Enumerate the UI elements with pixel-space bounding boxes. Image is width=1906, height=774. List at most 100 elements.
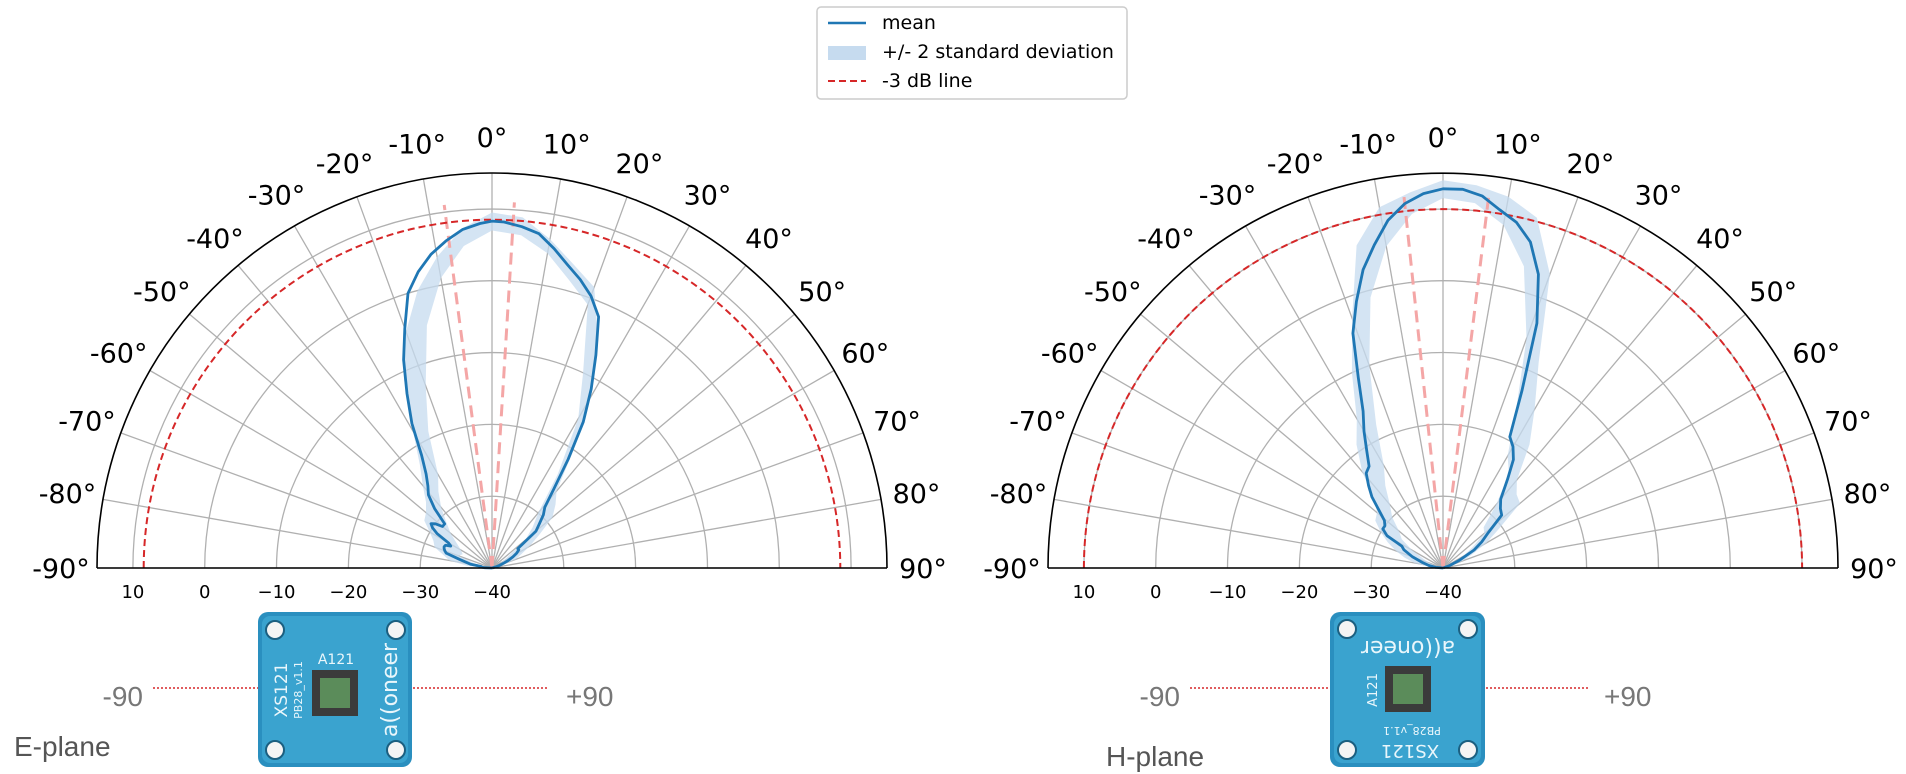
angle-tick-label: 40°	[745, 224, 793, 255]
e-plane-label: E-plane	[14, 731, 111, 762]
angle-tick-label: -90°	[983, 554, 1041, 585]
angle-tick-label: -90°	[32, 554, 90, 585]
board-brand-logo: a((oneer	[378, 642, 403, 737]
xs121-board-vertical: A121 XS121 PB28_v1.1 a((oneer	[258, 612, 412, 767]
polar-grid-spoke	[1053, 498, 1444, 569]
angle-tick-label: 70°	[1824, 407, 1872, 438]
beamwidth-line	[442, 204, 494, 569]
angle-tick-label: 40°	[1696, 224, 1744, 255]
board-mount-hole	[1337, 740, 1357, 760]
board-mount-hole	[386, 620, 406, 640]
beamwidth-line	[1441, 193, 1491, 569]
polar-grid-spoke	[422, 178, 493, 569]
angle-tick-label: 30°	[684, 181, 732, 212]
angle-tick-label: 30°	[1635, 181, 1683, 212]
polar-grid-spoke	[237, 264, 493, 569]
radar-chip-antenna	[320, 678, 350, 708]
board-name-label: XS121	[1381, 740, 1439, 761]
e-plane-left-angle-label: -90	[103, 681, 143, 712]
angle-tick-label: -50°	[133, 277, 191, 308]
legend: mean +/- 2 standard deviation -3 dB line	[816, 6, 1128, 100]
board-mount-hole	[1458, 740, 1478, 760]
angle-tick-label: 90°	[1850, 554, 1898, 585]
polar-grid-spoke	[1442, 178, 1513, 569]
board-mount-hole	[265, 620, 285, 640]
board-version-label: PB28_v1.1	[1383, 724, 1441, 737]
angle-tick-label: 20°	[1566, 149, 1614, 180]
angle-tick-label: -30°	[1199, 181, 1257, 212]
angle-tick-label: 80°	[1844, 479, 1892, 510]
polar-grid-spoke	[491, 196, 628, 569]
legend-band-swatch	[828, 46, 866, 60]
radial-tick-label: −40	[473, 582, 511, 603]
radar-chip-antenna	[1393, 674, 1423, 704]
angle-tick-label: 0°	[1428, 123, 1459, 154]
h-plane-left-angle-label: -90	[1140, 681, 1180, 712]
polar-grid-spoke	[102, 498, 493, 569]
angle-tick-label: -80°	[990, 479, 1048, 510]
angle-tick-label: -10°	[1339, 130, 1397, 161]
beamwidth-line	[490, 202, 516, 569]
angle-tick-label: 70°	[873, 407, 921, 438]
radial-tick-label: −20	[1280, 582, 1318, 603]
angle-tick-label: 80°	[893, 479, 941, 510]
legend-frame	[816, 6, 1128, 100]
polar-grid-spoke	[1442, 432, 1815, 569]
polar-grid-spoke	[1244, 225, 1444, 569]
polar-grid-spoke	[491, 498, 882, 569]
angle-tick-label: -40°	[186, 224, 244, 255]
radial-tick-label: −30	[1352, 582, 1390, 603]
angle-tick-label: 10°	[1494, 130, 1542, 161]
beamwidth-line	[1402, 192, 1445, 569]
polar-grid-spoke	[1442, 264, 1698, 569]
radial-tick-label: −20	[329, 582, 367, 603]
board-mount-hole	[1337, 619, 1357, 639]
board-chip-label: A121	[318, 652, 354, 668]
h-plane-label: H-plane	[1106, 741, 1204, 772]
xs121-board-horizontal: a((oneer XS121 PB28_v1.1 A121	[1330, 612, 1485, 767]
polar-grid-spoke	[1442, 196, 1579, 569]
angle-tick-label: 50°	[1749, 277, 1797, 308]
polar-grid-spoke	[491, 369, 835, 569]
angle-tick-label: -60°	[1041, 339, 1099, 370]
e-plane-polar-chart: -90° -80° -70° -60° -50° -40°-30° -20° -10° 0° 10…	[32, 123, 947, 603]
minus-3db-line	[1082, 207, 1804, 569]
legend-label-mean: mean	[882, 12, 936, 34]
angle-tick-label: 0°	[477, 123, 508, 154]
polar-grid-spoke	[1442, 498, 1833, 569]
angle-tick-label: 90°	[899, 554, 947, 585]
h-plane-board-figure: -90 +90 a((oneer XS121 PB28_v1.1 A121 H-…	[1106, 612, 1652, 772]
polar-grid-spoke	[1307, 196, 1444, 569]
radial-tick-label: −40	[1424, 582, 1462, 603]
board-mount-hole	[1458, 619, 1478, 639]
legend-label-band: +/- 2 standard deviation	[882, 41, 1114, 63]
board-version-label: PB28_v1.1	[292, 661, 305, 719]
radial-tick-label: −30	[401, 582, 439, 603]
polar-grid-spoke	[1442, 369, 1786, 569]
polar-outer-frame	[1047, 172, 1839, 569]
polar-outer-frame	[96, 172, 888, 569]
angle-tick-label: -20°	[1267, 149, 1325, 180]
angle-tick-label: 20°	[615, 149, 663, 180]
angle-tick-label: 10°	[543, 130, 591, 161]
board-chip-label: A121	[1366, 673, 1381, 707]
board-mount-hole	[265, 740, 285, 760]
h-plane-polar-chart: -90° -80° -70° -60° -50° -40°-30° -20° -10° 0° 10…	[983, 123, 1898, 603]
e-plane-board-figure: -90 +90 A121 XS121 PB28_v1.1 a((oneer E-…	[14, 612, 614, 767]
polar-grid-spoke	[1188, 264, 1444, 569]
polar-grid-spoke	[491, 432, 864, 569]
angle-tick-label: -70°	[1009, 407, 1067, 438]
polar-grid-spoke	[120, 432, 493, 569]
e-plane-right-angle-label: +90	[566, 681, 614, 712]
mean-curve	[402, 219, 600, 570]
board-brand-logo: a((oneer	[1360, 635, 1455, 660]
radial-tick-label: −10	[258, 582, 296, 603]
legend-label-dashed: -3 dB line	[882, 70, 972, 92]
angle-tick-label: -50°	[1084, 277, 1142, 308]
radial-tick-label: 10	[121, 582, 144, 603]
board-mount-hole	[386, 740, 406, 760]
radial-tick-label: 0	[199, 582, 210, 603]
angle-tick-label: -30°	[248, 181, 306, 212]
radial-tick-label: −10	[1209, 582, 1247, 603]
